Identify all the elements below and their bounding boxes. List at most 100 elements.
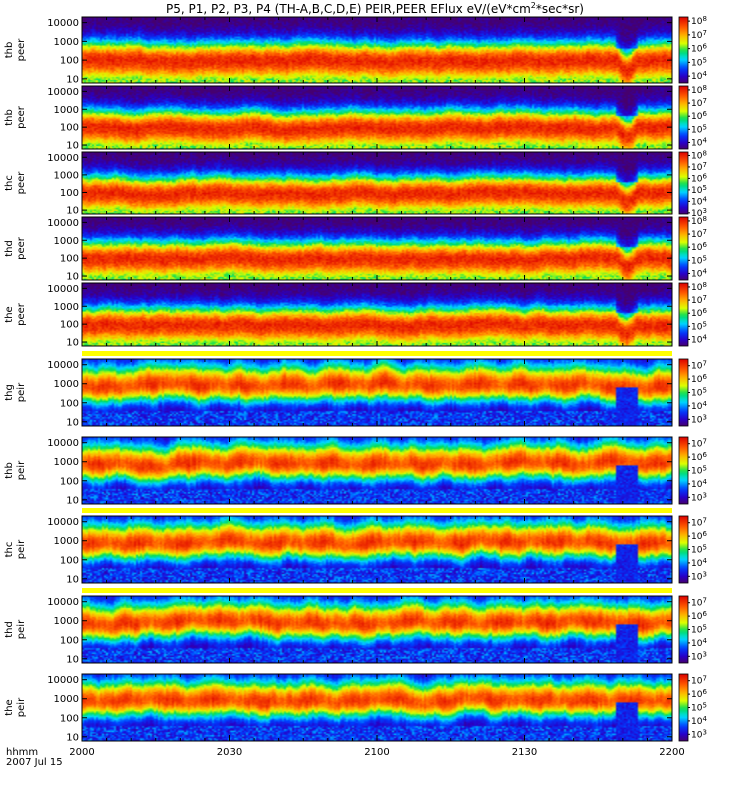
y-tick-label: 10: [66, 495, 79, 506]
colorbar-tick-label: 107: [691, 517, 707, 529]
y-tick-label: 1000: [54, 302, 79, 313]
colorbar-tick-label: 108: [691, 84, 707, 96]
spectrogram-heatmap: [82, 596, 672, 663]
colorbar: [678, 358, 689, 427]
colorbar-tick-label: 105: [691, 56, 707, 68]
x-tick-label: 2100: [364, 747, 389, 758]
spectrogram-heatmap: [82, 86, 672, 149]
x-axis-date-label: 2007 Jul 15: [6, 757, 63, 768]
colorbar-tick-label: 105: [691, 465, 707, 477]
colorbar-tick-label: 108: [691, 15, 707, 27]
panel-probe-label: the: [4, 699, 15, 715]
colorbar-tick-label: 105: [691, 544, 707, 556]
y-tick-label: 100: [60, 188, 79, 199]
colorbar-tick-label: 105: [691, 624, 707, 636]
spectrogram-heatmap: [82, 516, 672, 583]
y-tick-label: 1000: [54, 616, 79, 627]
colorbar-tick-label: 105: [691, 184, 707, 196]
y-tick-label: 10000: [47, 18, 79, 29]
panel-probe-label: the: [4, 306, 15, 322]
colorbar-tick-label: 107: [691, 228, 707, 240]
y-tick-label: 10000: [47, 87, 79, 98]
spectrogram-heatmap: [82, 152, 672, 214]
panel-species-label: peer: [16, 38, 27, 62]
y-tick-label: 1000: [54, 379, 79, 390]
y-tick-label: 10: [66, 338, 79, 349]
panel-species-label: peir: [16, 460, 27, 480]
y-tick-label: 1000: [54, 170, 79, 181]
colorbar-tick-label: 103: [691, 728, 707, 740]
y-tick-label: 1000: [54, 37, 79, 48]
colorbar-tick-label: 106: [691, 241, 707, 253]
y-tick-label: 10000: [47, 153, 79, 164]
y-tick-label: 10000: [47, 218, 79, 229]
y-tick-label: 100: [60, 635, 79, 646]
colorbar-tick-label: 105: [691, 254, 707, 266]
colorbar-tick-label: 106: [691, 110, 707, 122]
panel-species-label: peer: [16, 236, 27, 260]
y-tick-label: 10: [66, 732, 79, 743]
x-tick-label: 2000: [69, 747, 94, 758]
no-data-bar: [82, 508, 672, 513]
y-tick-label: 10: [66, 654, 79, 665]
colorbar-tick-label: 106: [691, 530, 707, 542]
panel-probe-label: thc: [4, 542, 15, 558]
colorbar-tick-label: 106: [691, 610, 707, 622]
spectrogram-heatmap: [82, 217, 672, 280]
colorbar-tick-label: 104: [691, 195, 707, 207]
colorbar-tick-label: 106: [691, 172, 707, 184]
colorbar-tick-label: 108: [691, 281, 707, 293]
colorbar-tick-label: 107: [691, 29, 707, 41]
y-tick-label: 1000: [54, 105, 79, 116]
y-tick-label: 100: [60, 320, 79, 331]
panel-probe-label: thb: [4, 109, 15, 126]
colorbar-tick-label: 105: [691, 320, 707, 332]
x-tick-label: 2200: [659, 747, 684, 758]
colorbar-tick-label: 104: [691, 400, 707, 412]
panel-species-label: peir: [16, 539, 27, 559]
panel-species-label: peir: [16, 697, 27, 717]
x-tick-label: 2030: [217, 747, 242, 758]
spectrogram-heatmap: [82, 17, 672, 83]
y-tick-label: 1000: [54, 694, 79, 705]
y-tick-label: 100: [60, 476, 79, 487]
y-tick-label: 10: [66, 272, 79, 283]
colorbar-tick-label: 108: [691, 215, 707, 227]
y-tick-label: 10000: [47, 284, 79, 295]
panel-species-label: peer: [16, 302, 27, 326]
panel-probe-label: thb: [4, 462, 15, 479]
colorbar-tick-label: 105: [691, 123, 707, 135]
spectrogram-heatmap: [82, 437, 672, 504]
y-tick-label: 1000: [54, 236, 79, 247]
colorbar-tick-label: 106: [691, 307, 707, 319]
colorbar: [678, 16, 689, 84]
colorbar-tick-label: 106: [691, 688, 707, 700]
x-axis-unit-label: hhmm: [6, 747, 38, 758]
y-tick-label: 10000: [47, 517, 79, 528]
colorbar-tick-label: 105: [691, 387, 707, 399]
colorbar-tick-label: 104: [691, 70, 707, 82]
colorbar: [678, 436, 689, 505]
no-data-bar: [82, 351, 672, 356]
colorbar-tick-label: 104: [691, 333, 707, 345]
colorbar-tick-label: 105: [691, 702, 707, 714]
colorbar-tick-label: 108: [691, 149, 707, 161]
spectrogram-heatmap: [82, 283, 672, 346]
colorbar-tick-label: 104: [691, 136, 707, 148]
colorbar: [678, 282, 689, 347]
y-tick-label: 1000: [54, 457, 79, 468]
colorbar-tick-label: 107: [691, 675, 707, 687]
colorbar-tick-label: 107: [691, 97, 707, 109]
colorbar: [678, 595, 689, 664]
panel-species-label: peer: [16, 105, 27, 129]
